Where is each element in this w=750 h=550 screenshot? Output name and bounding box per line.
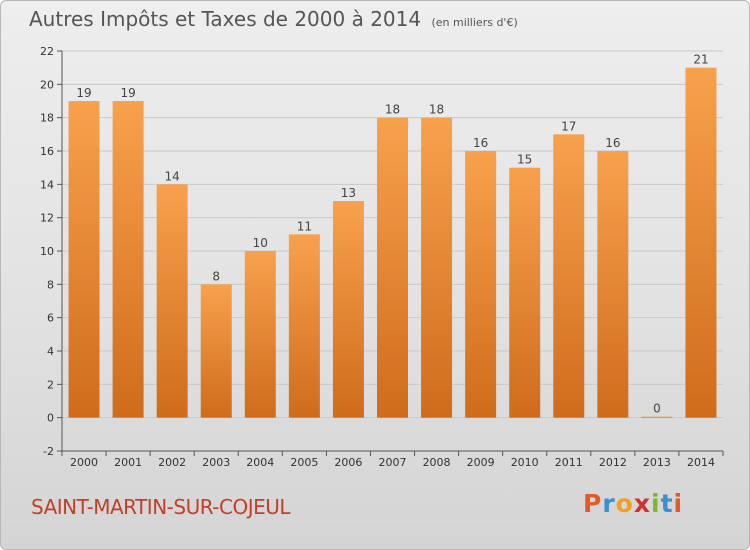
bar-2002 (156, 184, 188, 418)
y-tick-label: 12 (40, 212, 54, 225)
data-label-2007: 18 (385, 103, 400, 117)
proxiti-logo: Proxiti (583, 489, 683, 518)
bar-2013 (641, 416, 673, 418)
y-tick-label: 4 (47, 345, 54, 358)
x-tick-label: 2007 (379, 456, 407, 469)
y-tick-label: 10 (40, 245, 54, 258)
data-label-2011: 17 (561, 119, 576, 133)
data-label-2014: 21 (693, 53, 708, 67)
x-tick-label: 2014 (687, 456, 715, 469)
x-tick-label: 2002 (158, 456, 186, 469)
bar-2001 (112, 101, 144, 418)
logo-letter: P (583, 489, 603, 518)
y-tick-label: 0 (47, 412, 54, 425)
x-tick-label: 2013 (643, 456, 671, 469)
data-label-2010: 15 (517, 153, 532, 167)
y-tick-label: -2 (43, 445, 54, 458)
x-tick-label: 2012 (599, 456, 627, 469)
x-tick-label: 2001 (114, 456, 142, 469)
bar-2010 (509, 167, 541, 418)
x-tick-labels: 2000 2001 2002 2003 2004 2005 2006 2007 2008 2009… (61, 451, 724, 469)
data-labels: 19 19 14 8 10 11 13 18 18 16 15 17 16 0 21 (76, 53, 708, 416)
data-label-2003: 8 (212, 269, 220, 283)
data-label-2000: 19 (76, 86, 91, 100)
data-label-2002: 14 (165, 169, 180, 183)
y-tick-label: 8 (47, 278, 54, 291)
logo-letter: t (660, 489, 674, 518)
chart-title-text: Autres Impôts et Taxes de 2000 à 2014 (29, 7, 422, 31)
bar-2014 (685, 67, 717, 418)
x-tick-label: 2004 (246, 456, 274, 469)
y-tick-label: 6 (47, 312, 54, 325)
bar-2006 (332, 201, 364, 418)
x-tick-label: 2000 (70, 456, 98, 469)
data-label-2008: 18 (429, 103, 444, 117)
data-label-2012: 16 (605, 136, 620, 150)
data-label-2001: 19 (120, 86, 135, 100)
chart-subtitle: (en milliers d'€) (431, 16, 518, 29)
bar-2011 (553, 134, 585, 418)
y-tick-label: 20 (40, 78, 54, 91)
logo-letter: i (651, 489, 661, 518)
x-tick-label: 2010 (511, 456, 539, 469)
bar-2005 (288, 234, 320, 418)
logo-letter: i (673, 489, 684, 518)
x-tick-label: 2011 (555, 456, 583, 469)
bar-2004 (244, 251, 276, 418)
x-tick-label: 2009 (467, 456, 495, 469)
data-label-2005: 11 (297, 219, 312, 233)
x-tick-label: 2003 (202, 456, 230, 469)
data-label-2009: 16 (473, 136, 488, 150)
place-name: SAINT-MARTIN-SUR-COJEUL (31, 495, 291, 519)
logo-letter: r (602, 489, 616, 518)
x-tick-label: 2008 (423, 456, 451, 469)
y-tick-label: 16 (40, 145, 54, 158)
bar-2008 (421, 117, 453, 418)
bar-2000 (68, 101, 100, 418)
bar-2003 (200, 284, 232, 418)
chart-title: Autres Impôts et Taxes de 2000 à 2014 (e… (29, 7, 518, 31)
y-tick-label: 14 (40, 178, 54, 191)
bar-2009 (465, 151, 497, 418)
data-label-2013: 0 (653, 402, 661, 416)
bars (68, 67, 717, 418)
bar-2007 (377, 117, 408, 418)
y-tick-label: 22 (40, 45, 54, 58)
x-tick-label: 2006 (334, 456, 362, 469)
x-tick-label: 2005 (290, 456, 318, 469)
logo-letter: o (615, 489, 634, 518)
logo-letter: x (633, 489, 651, 518)
data-label-2004: 10 (253, 236, 268, 250)
y-tick-label: 18 (40, 112, 54, 125)
axes (61, 51, 723, 452)
y-tick-labels: -2 0 2 4 6 8 10 12 14 16 18 20 22 (40, 45, 54, 458)
y-tick-label: 2 (47, 378, 54, 391)
data-label-2006: 13 (341, 186, 356, 200)
bar-2012 (597, 151, 629, 418)
